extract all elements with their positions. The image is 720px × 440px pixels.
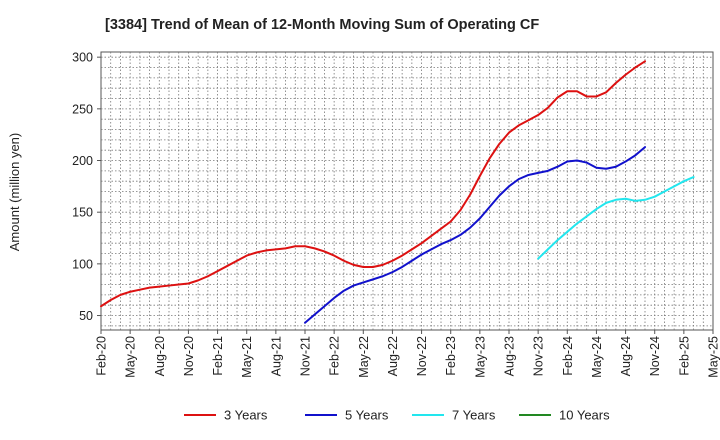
x-tick-label: Aug-22 xyxy=(386,336,400,376)
y-axis-tick-labels: 50 100 150 200 250 300 xyxy=(72,51,101,323)
x-tick-label: Feb-23 xyxy=(444,336,458,376)
x-tick-label: Feb-22 xyxy=(328,336,342,376)
y-tick-label: 100 xyxy=(72,257,93,271)
chart-title: [3384] Trend of Mean of 12-Month Moving … xyxy=(105,17,539,33)
x-tick-label: Nov-20 xyxy=(182,336,196,376)
x-tick-label: Aug-20 xyxy=(153,336,167,376)
legend: 3 Years 5 Years 7 Years 10 Years xyxy=(184,408,610,423)
x-tick-label: Nov-24 xyxy=(648,336,662,376)
series-lines xyxy=(100,60,695,324)
x-tick-label: Aug-24 xyxy=(619,336,633,376)
x-tick-label: Feb-20 xyxy=(95,336,109,376)
series-line-5-years xyxy=(304,146,646,324)
y-tick-label: 150 xyxy=(72,206,93,220)
x-tick-label: May-22 xyxy=(357,336,371,378)
x-tick-label: May-21 xyxy=(240,336,254,378)
series-line-7-years xyxy=(537,176,695,260)
legend-label: 10 Years xyxy=(559,408,610,423)
x-tick-label: Nov-23 xyxy=(532,336,546,376)
y-axis-label: Amount (million yen) xyxy=(7,133,22,252)
x-axis-tick-labels: Feb-20 May-20 Aug-20 Nov-20 Feb-21 May-21 Aug-… xyxy=(95,330,720,378)
x-tick-label: Feb-21 xyxy=(211,336,225,376)
x-tick-label: Aug-23 xyxy=(503,336,517,376)
y-tick-label: 300 xyxy=(72,51,93,65)
plot-background xyxy=(100,51,714,331)
y-tick-label: 200 xyxy=(72,154,93,168)
y-tick-label: 250 xyxy=(72,102,93,116)
x-tick-label: Feb-24 xyxy=(561,336,575,376)
legend-label: 7 Years xyxy=(452,408,496,423)
series-line-3-years xyxy=(100,60,646,308)
legend-label: 5 Years xyxy=(345,408,389,423)
x-tick-label: May-20 xyxy=(124,336,138,378)
legend-label: 3 Years xyxy=(224,408,268,423)
x-tick-label: May-24 xyxy=(590,336,604,378)
x-tick-label: Nov-22 xyxy=(415,336,429,376)
y-tick-label: 50 xyxy=(79,309,93,323)
x-tick-label: May-23 xyxy=(473,336,487,378)
x-tick-label: Aug-21 xyxy=(269,336,283,376)
x-tick-label: Nov-21 xyxy=(299,336,313,376)
x-tick-label: May-25 xyxy=(707,336,720,378)
x-tick-label: Feb-25 xyxy=(677,336,691,376)
